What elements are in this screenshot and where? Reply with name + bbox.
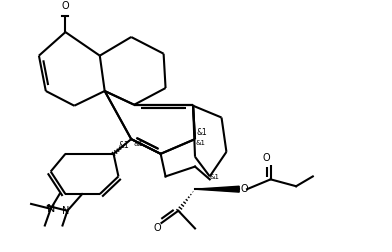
Text: N: N: [47, 204, 55, 214]
Text: O: O: [240, 184, 248, 194]
Text: O: O: [62, 2, 69, 12]
Text: &1: &1: [195, 140, 205, 146]
Text: &1: &1: [118, 141, 129, 150]
Text: &1: &1: [133, 141, 143, 147]
Text: &1: &1: [197, 128, 208, 137]
Text: &1: &1: [210, 174, 220, 180]
Text: O: O: [153, 223, 161, 233]
Polygon shape: [195, 186, 239, 192]
Text: O: O: [262, 153, 270, 163]
Text: N: N: [62, 206, 69, 216]
